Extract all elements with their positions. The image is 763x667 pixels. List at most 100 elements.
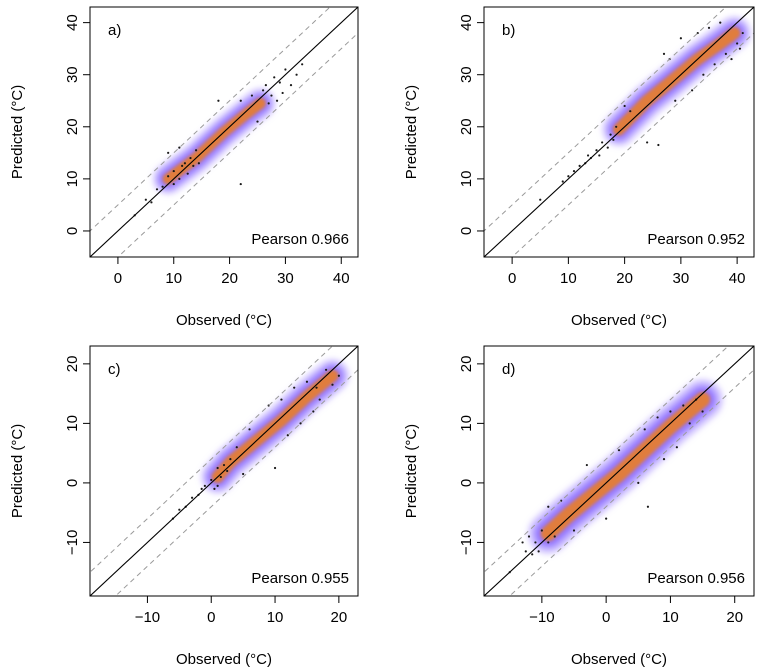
data-point bbox=[183, 162, 187, 165]
data-point bbox=[657, 143, 660, 147]
data-point bbox=[301, 63, 304, 66]
x-axis-title: Observed (°C) bbox=[571, 651, 667, 667]
data-point bbox=[203, 484, 206, 487]
error-band-line bbox=[511, 32, 754, 257]
data-point bbox=[646, 505, 650, 508]
data-point bbox=[242, 472, 245, 476]
data-point bbox=[280, 398, 283, 401]
data-point bbox=[295, 73, 298, 76]
x-axis-title: Observed (°C) bbox=[176, 651, 272, 667]
y-tick-label: 0 bbox=[64, 479, 81, 487]
data-point bbox=[531, 553, 534, 556]
y-tick-label: 40 bbox=[458, 14, 475, 31]
data-point bbox=[239, 182, 242, 186]
density-core bbox=[540, 392, 711, 542]
error-band-line bbox=[117, 32, 358, 257]
data-point bbox=[197, 162, 200, 165]
plot-frame bbox=[483, 6, 755, 258]
data-point bbox=[155, 188, 159, 191]
data-point bbox=[318, 398, 321, 401]
x-tick-label: 40 bbox=[333, 270, 350, 287]
data-point bbox=[261, 89, 265, 92]
x-tick-label: 40 bbox=[729, 270, 746, 287]
x-tick-label: 10 bbox=[267, 609, 284, 626]
scatter-panel-0: 0 10 20 30 40 0 10 20 30 40 Observed (°C) Predicted… bbox=[9, 6, 359, 329]
y-tick-label: −10 bbox=[458, 530, 475, 555]
data-point bbox=[567, 175, 570, 178]
data-point bbox=[190, 496, 194, 499]
identity-line bbox=[484, 346, 754, 596]
y-tick-label: 0 bbox=[458, 479, 475, 487]
error-band-line bbox=[484, 346, 730, 573]
y-tick-label: 30 bbox=[64, 66, 81, 83]
data-point bbox=[275, 99, 279, 102]
data-point bbox=[601, 141, 604, 144]
identity-line bbox=[484, 7, 754, 257]
data-point bbox=[656, 416, 659, 419]
scatter-panel-1: 0 10 20 30 40 0 10 20 30 40 Observed (°C) Predicted… bbox=[403, 6, 755, 329]
data-point bbox=[210, 478, 213, 482]
data-point bbox=[337, 374, 340, 377]
data-point bbox=[305, 380, 309, 383]
data-point bbox=[598, 154, 601, 157]
data-point bbox=[540, 529, 543, 532]
data-point bbox=[270, 94, 273, 97]
data-point bbox=[194, 149, 198, 152]
panel-tag: d) bbox=[502, 361, 515, 378]
data-point bbox=[669, 410, 672, 413]
data-point bbox=[701, 410, 704, 413]
panel-tag: c) bbox=[108, 361, 121, 378]
x-tick-label: 10 bbox=[662, 609, 679, 626]
error-band-line bbox=[90, 7, 331, 232]
data-point bbox=[615, 125, 618, 128]
data-point bbox=[167, 175, 170, 178]
data-point bbox=[605, 517, 608, 520]
y-tick-label: 10 bbox=[458, 171, 475, 188]
data-point bbox=[315, 386, 318, 389]
panel-tag: b) bbox=[502, 22, 515, 39]
data-point bbox=[702, 73, 705, 76]
data-point bbox=[239, 99, 242, 102]
plot-frame bbox=[483, 345, 755, 597]
data-point bbox=[730, 57, 733, 61]
data-point bbox=[646, 141, 649, 144]
x-tick-label: 30 bbox=[277, 270, 294, 287]
plot-frame bbox=[89, 345, 359, 597]
y-tick-label: 0 bbox=[458, 227, 475, 235]
y-tick-label: 30 bbox=[458, 66, 475, 83]
data-point bbox=[324, 368, 328, 371]
pearson-annotation: Pearson 0.956 bbox=[647, 570, 745, 587]
x-tick-label: 10 bbox=[560, 270, 577, 287]
data-point bbox=[219, 475, 222, 479]
data-point bbox=[167, 151, 170, 154]
data-point bbox=[284, 68, 287, 71]
data-point bbox=[299, 422, 302, 425]
identity-line bbox=[90, 346, 358, 596]
data-point bbox=[273, 76, 276, 79]
x-tick-label: 20 bbox=[726, 609, 743, 626]
data-point bbox=[178, 177, 181, 180]
x-tick-label: 20 bbox=[331, 609, 348, 626]
data-point bbox=[675, 446, 678, 449]
y-tick-label: 20 bbox=[64, 118, 81, 135]
y-axis-title: Predicted (°C) bbox=[403, 85, 420, 179]
data-point bbox=[662, 457, 666, 461]
data-point bbox=[216, 466, 219, 470]
y-tick-label: 10 bbox=[64, 171, 81, 188]
data-point bbox=[539, 198, 542, 201]
x-tick-label: 0 bbox=[602, 609, 610, 626]
y-tick-label: 10 bbox=[64, 415, 81, 432]
x-axis-title: Observed (°C) bbox=[571, 312, 667, 329]
data-point bbox=[161, 185, 164, 188]
data-point bbox=[216, 484, 219, 487]
data-point bbox=[181, 164, 184, 167]
data-point bbox=[617, 449, 621, 452]
data-point bbox=[534, 541, 537, 544]
y-tick-label: 20 bbox=[64, 356, 81, 373]
data-point bbox=[267, 102, 270, 105]
y-tick-label: 0 bbox=[64, 227, 81, 235]
y-tick-label: 20 bbox=[458, 356, 475, 373]
data-point bbox=[248, 428, 251, 431]
data-point bbox=[226, 469, 229, 473]
